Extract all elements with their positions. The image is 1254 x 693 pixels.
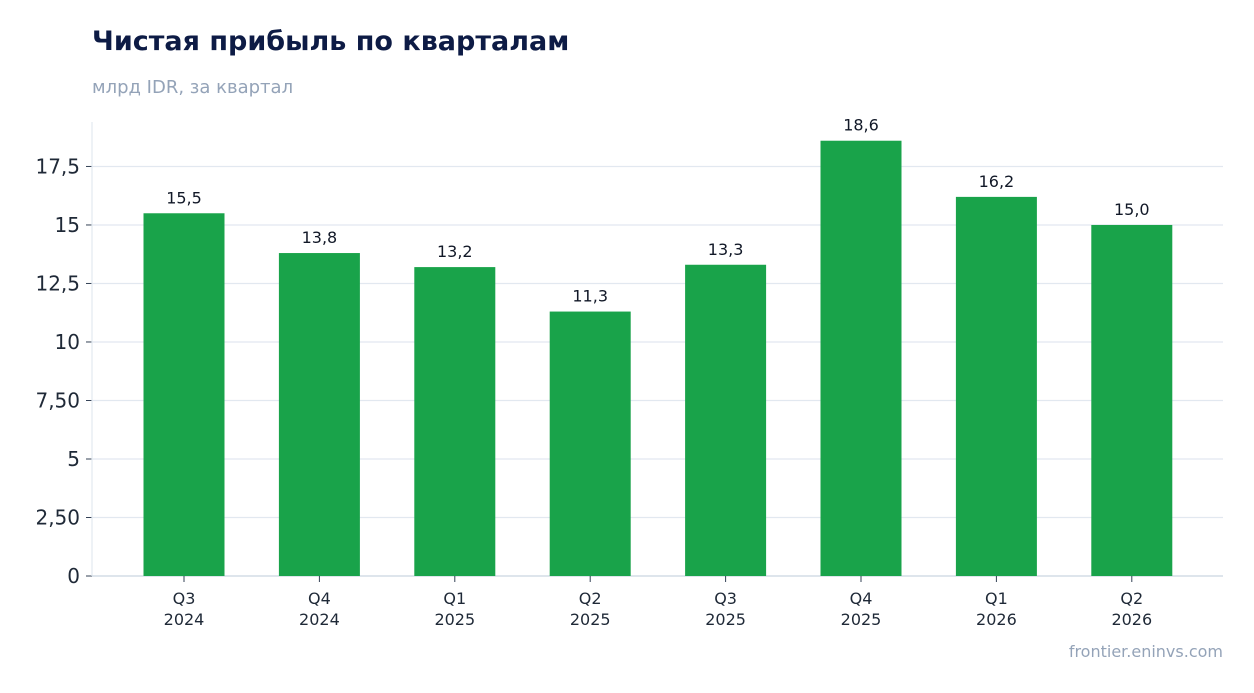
y-tick-label: 10: [55, 330, 80, 354]
y-tick-label: 7,50: [35, 388, 80, 412]
x-tick-label-year: 2024: [299, 610, 340, 629]
bar: [685, 264, 767, 576]
axes: [86, 122, 1223, 582]
x-tick-label-quarter: Q4: [308, 589, 331, 608]
bar: [1091, 224, 1173, 577]
bar: [955, 196, 1037, 576]
chart-title: Чистая прибыль по кварталам: [92, 26, 570, 57]
x-tick-label-year: 2026: [1111, 610, 1152, 629]
x-tick-label-quarter: Q3: [173, 589, 196, 608]
y-tick-label: 17,5: [35, 154, 80, 178]
chart-subtitle: млрд IDR, за квартал: [92, 77, 294, 98]
x-tick-label-quarter: Q4: [850, 589, 873, 608]
x-tick-label-quarter: Q2: [1120, 589, 1143, 608]
x-tick-label-quarter: Q1: [443, 589, 466, 608]
x-tick-label-year: 2025: [705, 610, 746, 629]
data-label: 18,6: [843, 116, 879, 135]
x-tick-label-quarter: Q2: [579, 589, 602, 608]
x-tick-label-year: 2026: [976, 610, 1017, 629]
y-tick-label: 2,50: [35, 505, 80, 529]
bar: [143, 213, 225, 576]
bar: [820, 140, 902, 576]
x-tick-label-quarter: Q1: [985, 589, 1008, 608]
data-label: 13,2: [437, 242, 473, 261]
data-label: 15,0: [1114, 200, 1150, 219]
bar: [549, 311, 631, 576]
x-tick-label-year: 2025: [434, 610, 475, 629]
y-tick-label: 15: [55, 213, 80, 237]
data-label: 16,2: [979, 172, 1015, 191]
x-tick-label-year: 2025: [841, 610, 882, 629]
data-label: 13,3: [708, 240, 744, 259]
x-tick-label-quarter: Q3: [714, 589, 737, 608]
x-tick-label-year: 2024: [164, 610, 205, 629]
y-tick-label: 5: [67, 447, 80, 471]
bar: [278, 253, 360, 576]
labels: 0 2,50 5 7,50 10 12,5 15 17,5 15,5 Q3 2024 13,8 Q4 20…: [35, 116, 1152, 629]
y-tick-label: 12,5: [35, 271, 80, 295]
data-label: 13,8: [302, 228, 338, 247]
bar: [414, 267, 496, 576]
data-label: 11,3: [572, 287, 608, 306]
data-label: 15,5: [166, 188, 202, 207]
bars: [143, 140, 1173, 577]
source-credit: frontier.eninvs.com: [1068, 642, 1223, 661]
x-tick-label-year: 2025: [570, 610, 611, 629]
y-tick-label: 0: [67, 564, 80, 588]
grid-lines: [92, 165, 1223, 519]
